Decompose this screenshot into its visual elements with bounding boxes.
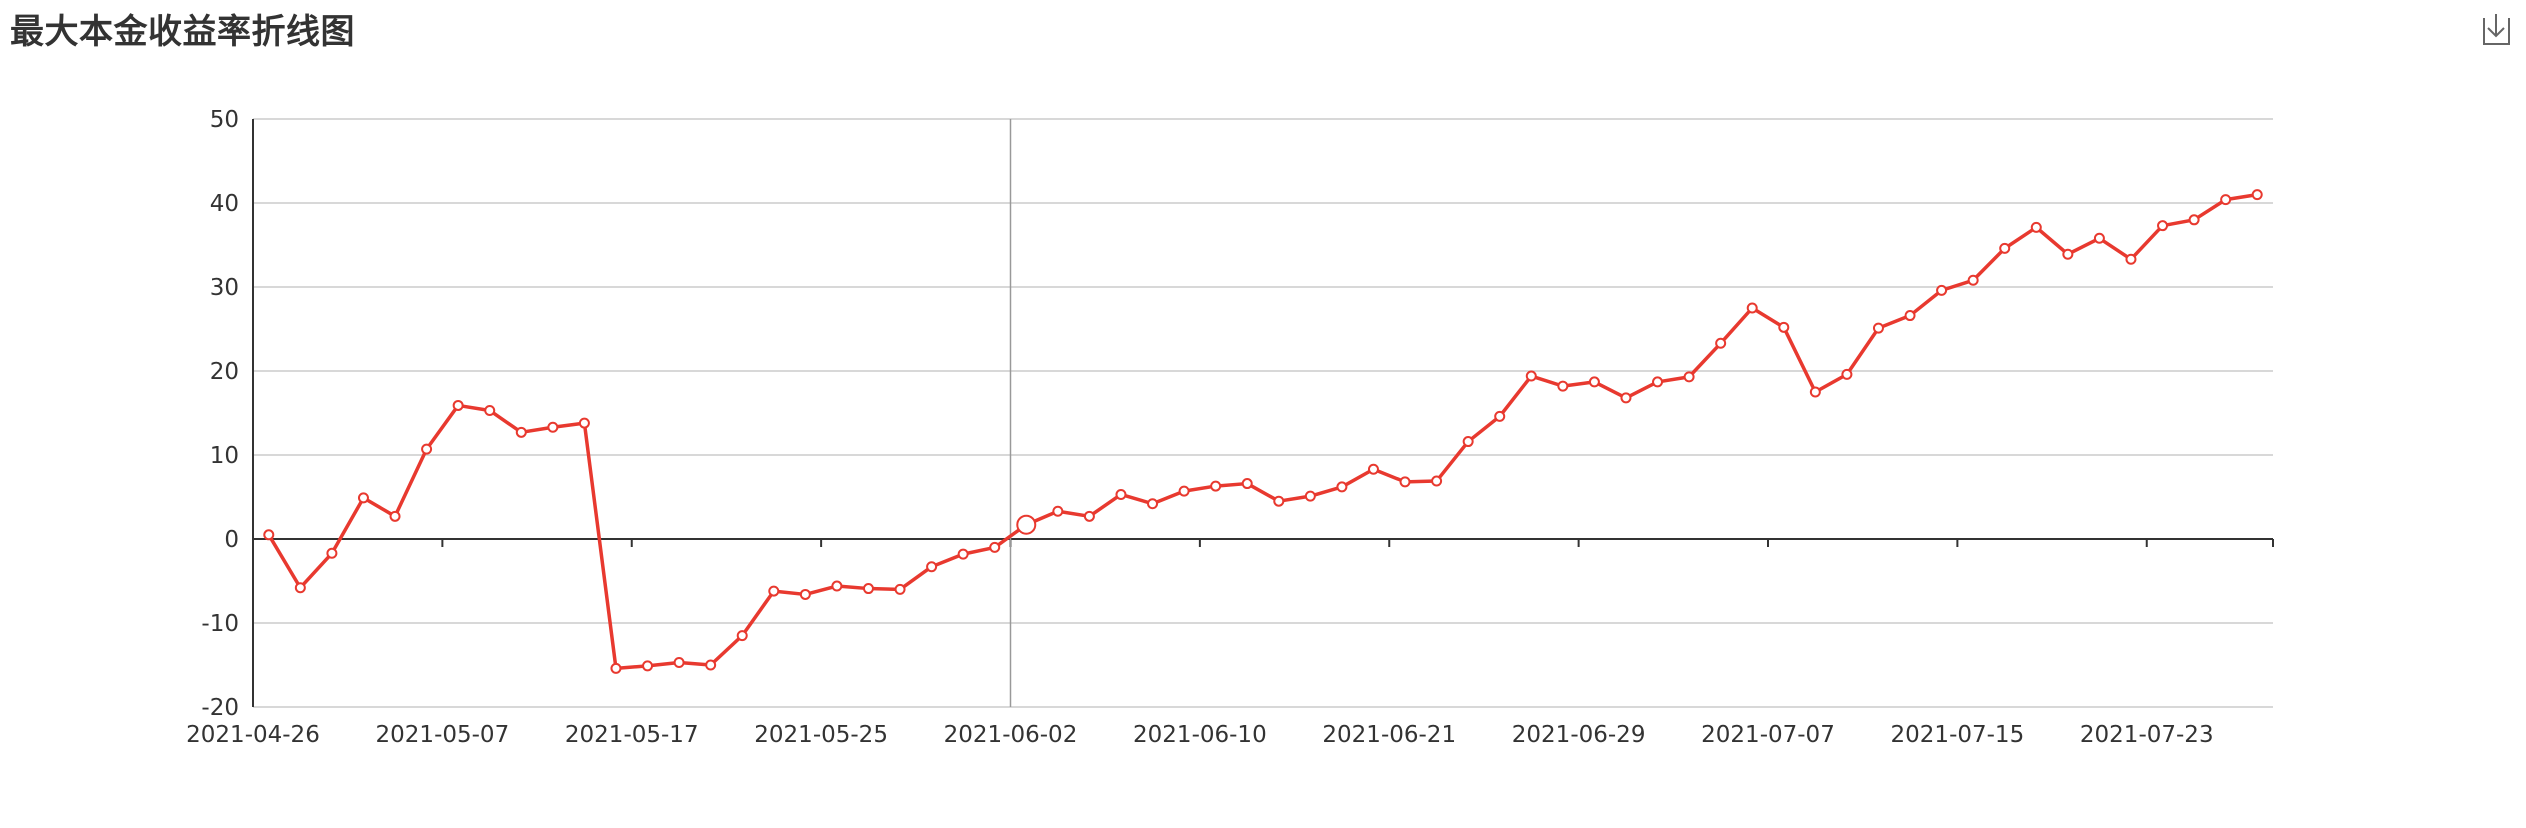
data-point[interactable] <box>263 529 275 541</box>
data-point[interactable] <box>1715 337 1727 349</box>
data-point[interactable] <box>2093 232 2105 244</box>
data-point[interactable] <box>2220 194 2232 206</box>
data-point[interactable] <box>1367 463 1379 475</box>
data-point[interactable] <box>1746 302 1758 314</box>
data-point[interactable] <box>389 510 401 522</box>
data-point[interactable] <box>452 399 464 411</box>
data-point[interactable] <box>1210 480 1222 492</box>
data-point[interactable] <box>1841 368 1853 380</box>
data-point[interactable] <box>2062 248 2074 260</box>
data-point[interactable] <box>989 541 1001 553</box>
data-point[interactable] <box>673 656 685 668</box>
data-point[interactable] <box>1241 478 1253 490</box>
data-point[interactable] <box>1525 370 1537 382</box>
data-point[interactable] <box>326 547 338 559</box>
data-point[interactable] <box>547 421 559 433</box>
data-point[interactable] <box>1967 274 1979 286</box>
download-button[interactable] <box>2476 10 2516 50</box>
x-tick-label: 2021-06-10 <box>1133 722 1267 748</box>
data-point[interactable] <box>768 585 780 597</box>
data-point[interactable] <box>1304 490 1316 502</box>
data-point[interactable] <box>484 404 496 416</box>
x-tick-label: 2021-04-26 <box>186 722 320 748</box>
data-point[interactable] <box>831 580 843 592</box>
data-point[interactable] <box>2251 189 2263 201</box>
data-point[interactable] <box>421 443 433 455</box>
data-point[interactable] <box>1904 310 1916 322</box>
data-point[interactable] <box>1431 475 1443 487</box>
data-point[interactable] <box>1178 485 1190 497</box>
series-layer <box>263 189 2263 674</box>
data-point[interactable] <box>894 583 906 595</box>
data-point[interactable] <box>926 561 938 573</box>
chart-title: 最大本金收益率折线图 <box>10 12 355 52</box>
data-point[interactable] <box>1115 488 1127 500</box>
data-point[interactable] <box>642 660 654 672</box>
y-tick-label: 40 <box>210 191 239 217</box>
x-tick-label: 2021-07-23 <box>2080 722 2214 748</box>
data-point[interactable] <box>515 426 527 438</box>
data-point[interactable] <box>1147 498 1159 510</box>
data-point[interactable] <box>1872 322 1884 334</box>
y-tick-label: -20 <box>201 695 239 721</box>
series-line <box>267 192 2258 671</box>
x-tick-label: 2021-05-07 <box>376 722 510 748</box>
data-point[interactable] <box>1936 284 1948 296</box>
data-point[interactable] <box>2030 221 2042 233</box>
data-point[interactable] <box>2157 220 2169 232</box>
y-tick-label: 10 <box>210 443 239 469</box>
y-tick-label: -10 <box>201 611 239 637</box>
x-tick-label: 2021-06-21 <box>1322 722 1456 748</box>
data-point[interactable] <box>1273 495 1285 507</box>
highlighted-data-point[interactable] <box>1016 514 1037 535</box>
data-point[interactable] <box>736 630 748 642</box>
x-tick-label: 2021-07-07 <box>1701 722 1835 748</box>
data-point[interactable] <box>357 492 369 504</box>
data-point[interactable] <box>2125 253 2137 265</box>
data-point[interactable] <box>1557 380 1569 392</box>
data-point[interactable] <box>1652 376 1664 388</box>
data-point[interactable] <box>578 417 590 429</box>
data-point[interactable] <box>1399 476 1411 488</box>
y-tick-label: 20 <box>210 359 239 385</box>
x-tick-label: 2021-06-29 <box>1512 722 1646 748</box>
data-point[interactable] <box>1462 436 1474 448</box>
y-tick-label: 30 <box>210 275 239 301</box>
x-tick-label: 2021-07-15 <box>1891 722 2025 748</box>
data-point[interactable] <box>799 588 811 600</box>
data-point[interactable] <box>862 583 874 595</box>
y-tick-label: 0 <box>224 527 239 553</box>
data-point[interactable] <box>957 548 969 560</box>
axis-layer <box>252 119 2274 707</box>
data-point[interactable] <box>1588 376 1600 388</box>
data-point[interactable] <box>2188 214 2200 226</box>
data-point[interactable] <box>1683 371 1695 383</box>
data-point[interactable] <box>705 659 717 671</box>
data-point[interactable] <box>1620 392 1632 404</box>
data-point[interactable] <box>1336 481 1348 493</box>
grid-layer <box>253 118 2273 708</box>
x-tick-label: 2021-05-25 <box>754 722 888 748</box>
download-icon <box>2483 14 2510 45</box>
y-tick-label: 50 <box>210 107 239 133</box>
data-point[interactable] <box>1052 505 1064 517</box>
data-point[interactable] <box>1999 242 2011 254</box>
data-point[interactable] <box>1494 410 1506 422</box>
x-tick-label: 2021-06-02 <box>944 722 1078 748</box>
data-point[interactable] <box>610 662 622 674</box>
data-point[interactable] <box>1778 321 1790 333</box>
data-point[interactable] <box>1083 510 1095 522</box>
x-tick-label: 2021-05-17 <box>565 722 699 748</box>
data-point[interactable] <box>294 582 306 594</box>
data-point[interactable] <box>1809 386 1821 398</box>
